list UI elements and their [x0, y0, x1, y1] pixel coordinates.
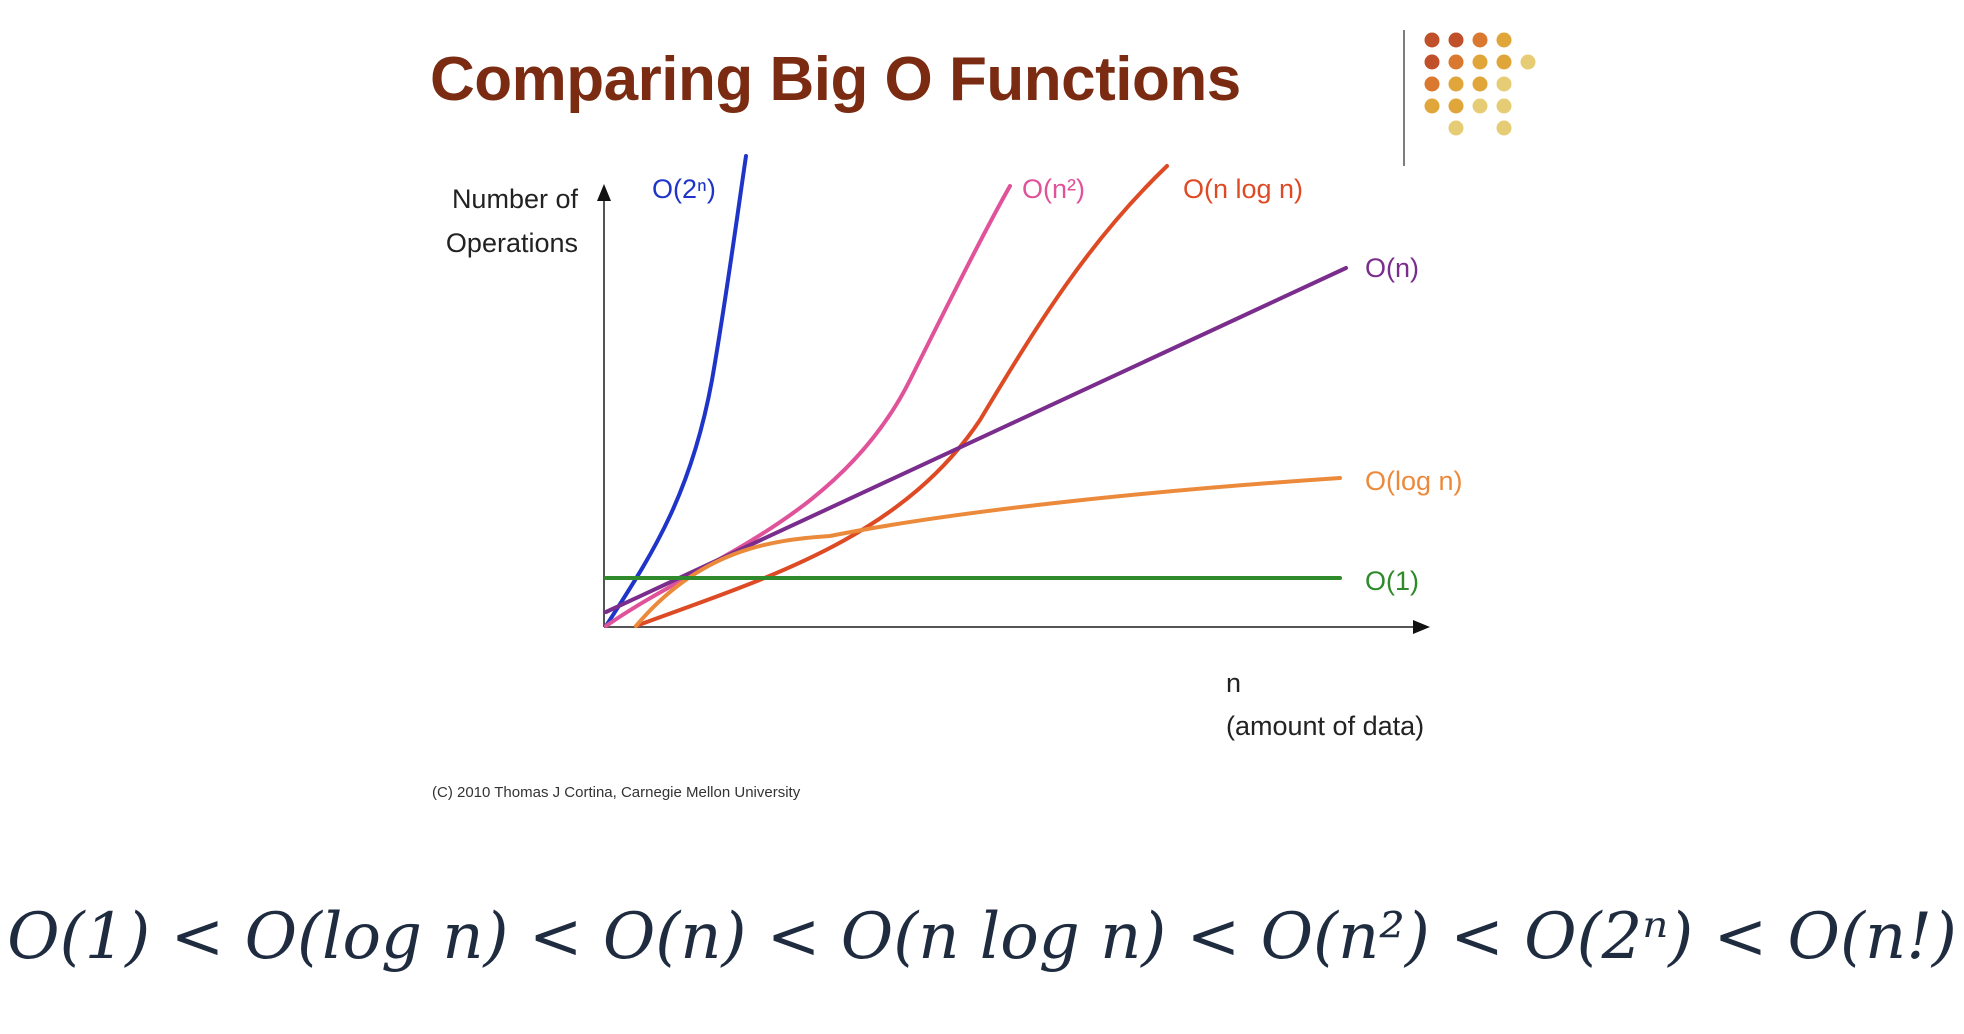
title-divider	[1403, 30, 1405, 166]
logo-dot	[1472, 54, 1488, 70]
series-curves	[604, 154, 1348, 628]
x-axis-arrow-icon	[1413, 620, 1430, 634]
chart-axes	[597, 184, 1430, 634]
logo-dot	[1448, 32, 1464, 48]
complexity-order-formula: O(1) < O(log n) < O(n) < O(n log n) < O(…	[7, 900, 1957, 974]
logo-dot	[1472, 32, 1488, 48]
logo-dot	[1520, 54, 1536, 70]
logo-dot	[1496, 54, 1512, 70]
logo-dot	[1424, 32, 1440, 48]
logo-dot	[1448, 120, 1464, 136]
series-label-constant: O(1)	[1365, 566, 1419, 596]
series-label-linear: O(n)	[1365, 253, 1419, 283]
logo-dot	[1496, 98, 1512, 114]
logo-dot	[1496, 76, 1512, 92]
series-curve-linearithmic	[634, 164, 1169, 628]
y-axis-label-line-1: Number of	[452, 184, 579, 214]
series-label-logarithmic: O(log n)	[1365, 466, 1463, 496]
x-axis-label-line-2: (amount of data)	[1226, 711, 1424, 741]
logo-dot	[1472, 98, 1488, 114]
x-axis-label-line-1: n	[1226, 668, 1241, 698]
copyright-note: (C) 2010 Thomas J Cortina, Carnegie Mell…	[432, 784, 801, 801]
logo-dot	[1448, 98, 1464, 114]
logo-dot	[1424, 76, 1440, 92]
logo-dot	[1424, 54, 1440, 70]
series-label-exponential: O(2ⁿ)	[652, 174, 716, 204]
logo-dot	[1496, 120, 1512, 136]
series-curve-exponential	[604, 154, 748, 628]
y-axis-label-line-2: Operations	[446, 228, 578, 258]
series-curve-logarithmic	[634, 476, 1342, 628]
logo-dot	[1472, 76, 1488, 92]
dot-grid-logo-icon	[1424, 32, 1536, 136]
logo-dot	[1448, 54, 1464, 70]
series-label-linearithmic: O(n log n)	[1183, 174, 1303, 204]
y-axis-arrow-icon	[597, 184, 611, 201]
logo-dot	[1448, 76, 1464, 92]
logo-dot	[1424, 98, 1440, 114]
slide-title: Comparing Big O Functions	[430, 45, 1241, 114]
series-label-quadratic: O(n²)	[1022, 174, 1085, 204]
logo-dot	[1496, 32, 1512, 48]
